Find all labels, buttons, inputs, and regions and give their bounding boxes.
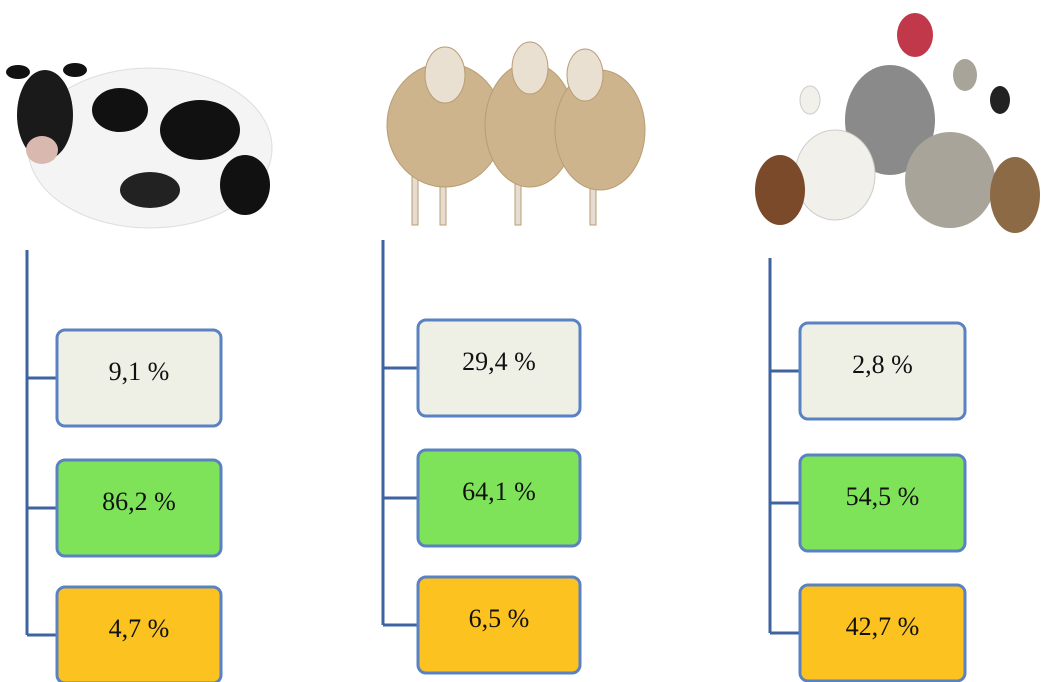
share-label: 9,1 %	[109, 357, 170, 386]
share-label: 64,1 %	[462, 477, 536, 506]
cow-image	[6, 63, 272, 228]
share-label: 4,7 %	[109, 614, 170, 643]
diagram: 9,1 % 86,2 % 4,7 % 29,4 % 64,1 % 6,5 % 2,8 % 54…	[0, 0, 1048, 682]
share-label: 6,5 %	[469, 604, 530, 633]
share-label: 42,7 %	[846, 612, 920, 641]
sheep-image	[387, 42, 645, 225]
share-label: 2,8 %	[852, 350, 913, 379]
share-label: 86,2 %	[102, 487, 176, 516]
share-label: 29,4 %	[462, 347, 536, 376]
share-label: 54,5 %	[846, 482, 920, 511]
poultry-image	[755, 13, 1040, 233]
